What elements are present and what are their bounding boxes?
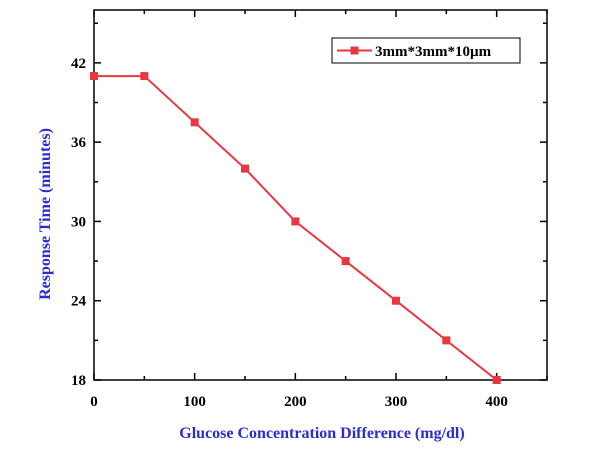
legend-marker: [350, 46, 359, 55]
legend: 3mm*3mm*10µm: [331, 37, 521, 64]
x-tick-label: 100: [183, 394, 206, 410]
data-point: [442, 336, 451, 345]
x-tick-label: 400: [485, 394, 508, 410]
data-point: [291, 217, 300, 226]
y-tick-label: 30: [71, 214, 86, 230]
y-tick-label: 42: [71, 56, 86, 72]
plot-frame: [93, 9, 548, 381]
y-tick-label: 36: [71, 135, 87, 151]
series-line: [94, 75, 498, 381]
y-tick-label: 18: [71, 373, 86, 389]
series: [90, 72, 501, 384]
y-tick-label: 24: [71, 294, 87, 310]
x-tick-label: 300: [385, 394, 408, 410]
x-axis-title: Glucose Concentration Difference (mg/dl): [179, 425, 464, 442]
x-tick-label: 0: [90, 394, 98, 410]
data-point: [241, 164, 249, 173]
x-tick-label: 200: [284, 394, 307, 410]
data-point: [392, 296, 400, 305]
y-axis-title: Response Time (minutes): [37, 128, 54, 300]
data-point: [190, 118, 199, 127]
ticks: 0 100 200 300 400 18 24 30 36 42: [71, 10, 548, 410]
data-point: [140, 72, 149, 81]
data-point: [341, 257, 350, 266]
axes: [93, 9, 548, 381]
data-point: [90, 72, 98, 81]
legend-label: 3mm*3mm*10µm: [375, 44, 492, 60]
data-point: [492, 376, 501, 384]
